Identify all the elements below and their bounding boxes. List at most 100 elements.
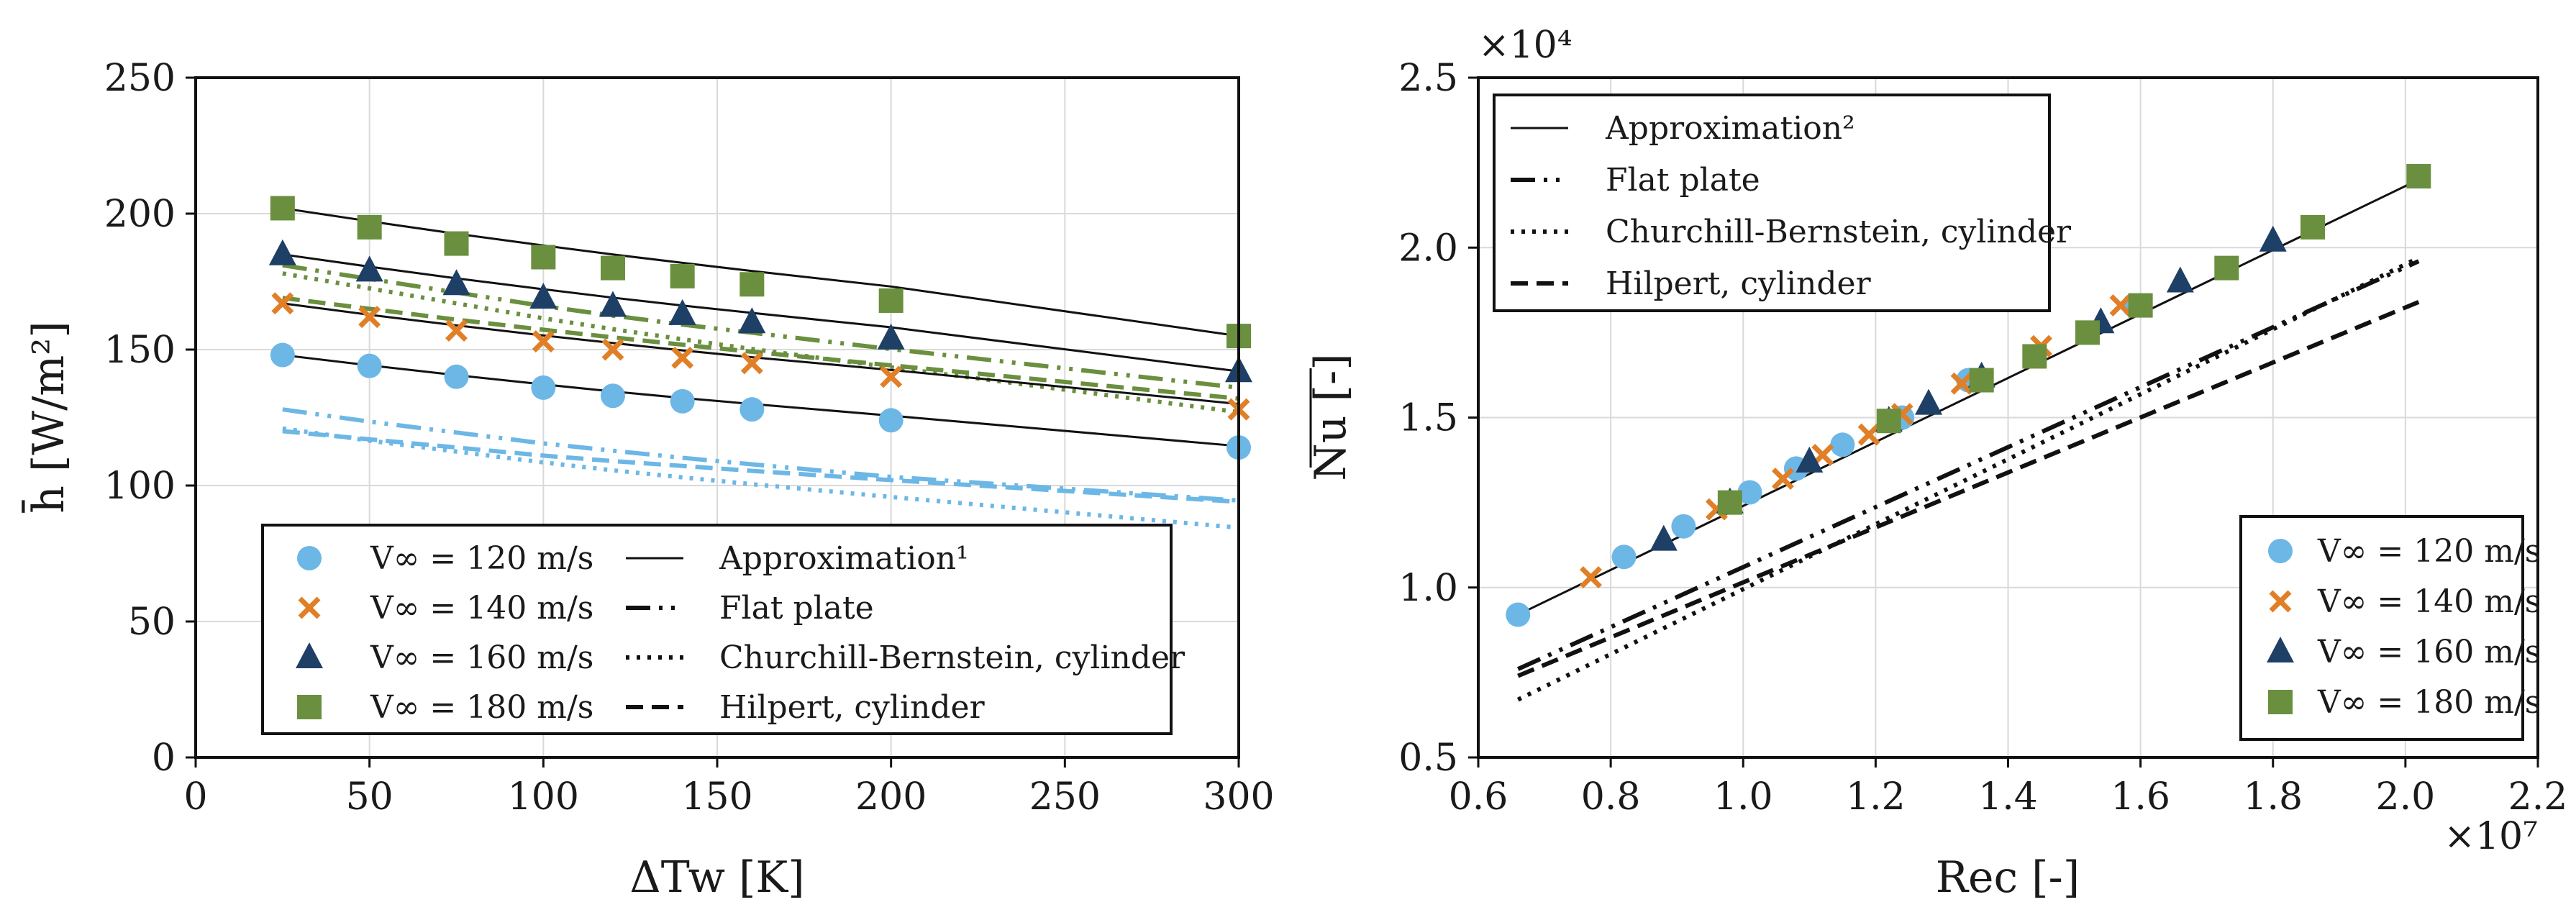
right-x-tick-label-6: 1.8: [2243, 775, 2303, 819]
left-legend-label-0: V∞ = 120 m/s: [370, 540, 593, 577]
left-y-tick-label-1: 50: [128, 601, 176, 644]
right-point-3-1: [1876, 409, 1901, 434]
left-legend-marker-0: [297, 546, 322, 570]
left-point-3-3: [531, 245, 556, 270]
right-legend-line-label-2: Churchill-Bernstein, cylinder: [1606, 214, 2072, 250]
right-x-tick-label-5: 1.6: [2111, 775, 2170, 819]
left-point-1-4: [601, 338, 624, 361]
left-point-3-2: [444, 231, 469, 256]
left-x-tick-label-2: 100: [508, 775, 579, 819]
right-x-tick-label-7: 2.0: [2376, 775, 2436, 819]
right-legend-marker-3: [2268, 690, 2293, 714]
left-ticks: 0 50 100 150 200 250 300 0 50 100 150 200 250: [104, 57, 1275, 819]
right-point-1-4: [1857, 423, 1880, 446]
right-point-0-5: [1830, 432, 1855, 457]
right-legend-marker-label-2: V∞ = 160 m/s: [2317, 634, 2541, 670]
left-point-0-3: [531, 375, 556, 400]
right-point-3-6: [2214, 255, 2239, 281]
right-x-tick-label-2: 1.0: [1713, 775, 1773, 819]
left-point-1-3: [532, 330, 555, 353]
right-legend-line-label-3: Hilpert, cylinder: [1606, 265, 1872, 302]
left-markers: [268, 196, 1252, 460]
left-hilpert-3: [282, 296, 1239, 401]
left-x-tick-label-4: 200: [855, 775, 927, 819]
left-point-2-5: [668, 299, 696, 325]
left-point-0-4: [601, 383, 625, 409]
right-point-1-0: [1580, 566, 1602, 589]
left-point-1-6: [740, 352, 763, 375]
left-approximation-3: [282, 206, 1239, 337]
left-curves: [282, 206, 1239, 530]
left-x-tick-label-5: 250: [1029, 775, 1101, 819]
right-point-3-3: [2022, 344, 2047, 369]
left-y-tick-label-5: 250: [104, 57, 176, 100]
left-churchill-3: [282, 271, 1239, 414]
left-point-0-5: [670, 388, 695, 414]
right-legend-marker-label-1: V∞ = 140 m/s: [2317, 583, 2541, 620]
right-point-3-8: [2406, 164, 2431, 189]
right-y-tick-label-0: 0.5: [1398, 737, 1458, 780]
left-point-3-6: [739, 272, 765, 297]
left-y-tick-label-3: 150: [104, 329, 176, 372]
left-y-tick-label-4: 200: [104, 193, 176, 236]
left-point-2-7: [877, 323, 905, 350]
right-legend-lines: Approximation² Flat plate Churchill-Bernst…: [1493, 94, 2072, 312]
right-legend-marker-0: [2268, 539, 2293, 563]
right-x-tick-label-4: 1.4: [1978, 775, 2038, 819]
right-point-2-0: [1649, 524, 1678, 551]
left-x-tick-label-6: 300: [1203, 775, 1274, 819]
left-legend-line-label-3: Hilpert, cylinder: [719, 689, 986, 726]
right-x-axis-label: Rec [-]: [1936, 852, 2080, 903]
left-point-3-5: [670, 263, 695, 288]
right-y-tick-label-2: 1.5: [1398, 397, 1458, 440]
right-point-1-6: [1950, 372, 1973, 395]
right-point-0-1: [1611, 545, 1637, 570]
left-legend-marker-3: [297, 695, 322, 719]
left-chart: 0 50 100 150 200 250 300 0 50 100 150 200 250 ΔTw [K…: [22, 57, 1275, 903]
left-legend-marker-2: [296, 642, 323, 668]
right-point-3-5: [2128, 293, 2153, 318]
right-point-3-0: [1717, 490, 1742, 515]
left-y-tick-label-2: 100: [104, 465, 176, 508]
right-legend-markers: V∞ = 120 m/s V∞ = 140 m/s V∞ = 160 m/s V∞ =…: [2239, 515, 2541, 741]
right-point-0-0: [1506, 602, 1531, 627]
left-legend: V∞ = 120 m/s V∞ = 140 m/s V∞ = 160 m/s V∞ =…: [261, 524, 1185, 735]
left-point-1-0: [271, 292, 294, 315]
left-legend-label-2: V∞ = 160 m/s: [370, 639, 593, 676]
left-approximation-1: [282, 302, 1239, 406]
left-point-2-2: [442, 269, 470, 296]
left-point-1-5: [671, 346, 694, 369]
left-point-3-1: [357, 214, 382, 240]
left-legend-label-3: V∞ = 180 m/s: [370, 689, 593, 726]
left-point-2-0: [268, 239, 296, 265]
right-x-tick-label-1: 0.8: [1581, 775, 1641, 819]
left-point-2-1: [355, 255, 383, 282]
right-point-0-2: [1671, 514, 1696, 539]
left-x-axis-label: ΔTw [K]: [629, 852, 804, 903]
right-y-tick-label-3: 2.0: [1398, 227, 1458, 270]
right-y-tick-label-4: 2.5: [1398, 57, 1458, 100]
left-point-1-2: [445, 319, 468, 342]
right-y-scale-label: ×10⁴: [1478, 24, 1573, 67]
right-point-2-4: [1915, 388, 1943, 415]
right-y-axis-label: Nu [-]: [1306, 353, 1356, 481]
right-chart: 0.6 0.8 1.0 1.2 1.4 1.6 1.8 2.0 2.2 0.5 1.0 1.5 2.0 2…: [1306, 24, 2567, 903]
right-point-3-2: [1969, 368, 1994, 393]
right-point-2-8: [2259, 225, 2287, 252]
left-point-2-6: [738, 307, 766, 334]
left-legend-line-label-1: Flat plate: [719, 590, 874, 627]
left-point-3-0: [270, 196, 295, 221]
left-point-1-7: [880, 365, 903, 388]
right-point-1-2: [1772, 468, 1794, 491]
right-legend-marker-2: [2267, 637, 2294, 662]
right-point-3-7: [2300, 214, 2325, 240]
left-legend-label-1: V∞ = 140 m/s: [370, 590, 593, 627]
right-legend-line-label-1: Flat plate: [1606, 162, 1760, 199]
left-point-3-7: [878, 288, 904, 313]
left-legend-box: [261, 524, 1173, 735]
right-flat-plate-line: [1516, 259, 2420, 671]
right-x-tick-label-8: 2.2: [2508, 775, 2568, 819]
left-x-tick-label-3: 150: [681, 775, 752, 819]
right-markers: [1506, 164, 2431, 627]
